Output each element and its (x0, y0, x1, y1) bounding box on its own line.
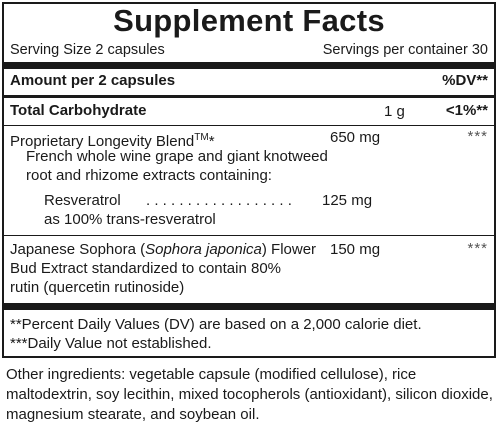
sophora-line-1: Japanese Sophora (Sophora japonica) Flow… (10, 240, 316, 259)
servings-per-container: Servings per container 30 (322, 42, 488, 58)
sophora-suffix: ) Flower (261, 241, 317, 258)
blend-label: Proprietary Longevity Blend (10, 133, 195, 150)
sophora-dv: *** (467, 240, 488, 257)
blend-amount: 650 mg (330, 129, 381, 146)
amount-header: Amount per 2 capsules (10, 72, 176, 89)
carb-dv: <1%** (445, 102, 488, 119)
other-ingredients: Other ingredients: vegetable capsule (mo… (6, 366, 493, 423)
sophora-line-3: rutin (quercetin rutinoside) (10, 279, 185, 296)
carb-amount: 1 g (384, 103, 405, 120)
divider-thick (4, 62, 494, 69)
sophora-prefix: Japanese Sophora ( (10, 241, 146, 258)
footnote-dv: **Percent Daily Values (DV) are based on… (10, 316, 422, 333)
blend-name: Proprietary Longevity BlendTM* (10, 128, 215, 151)
carb-name: Total Carbohydrate (10, 102, 147, 119)
sophora-line-2: Bud Extract standardized to contain 80% (10, 260, 281, 277)
blend-star: * (208, 133, 215, 150)
blend-desc-1: French whole wine grape and giant knotwe… (26, 148, 328, 165)
sophora-amount: 150 mg (330, 241, 381, 258)
supplement-facts-panel: Supplement Facts Serving Size 2 capsules… (2, 2, 496, 358)
divider-thick (4, 303, 494, 310)
resveratrol-name: Resveratrol (44, 192, 121, 209)
blend-desc-2: root and rhizome extracts containing: (26, 167, 272, 184)
panel-title: Supplement Facts (113, 3, 385, 38)
serving-size: Serving Size 2 capsules (10, 42, 165, 58)
divider-thin (4, 125, 494, 126)
resveratrol-note: as 100% trans-resveratrol (44, 211, 216, 228)
trademark-mark: TM (194, 132, 209, 143)
divider-thin (4, 235, 494, 236)
footnote-not-established: ***Daily Value not established. (10, 335, 212, 352)
dv-header: %DV** (442, 72, 488, 89)
resveratrol-amount: 125 mg (322, 192, 373, 209)
sophora-latin: Sophora japonica (145, 241, 262, 258)
blend-dv: *** (467, 128, 488, 145)
divider-medium (4, 95, 494, 98)
resveratrol-dots: . . . . . . . . . . . . . . . . . . (146, 192, 292, 209)
